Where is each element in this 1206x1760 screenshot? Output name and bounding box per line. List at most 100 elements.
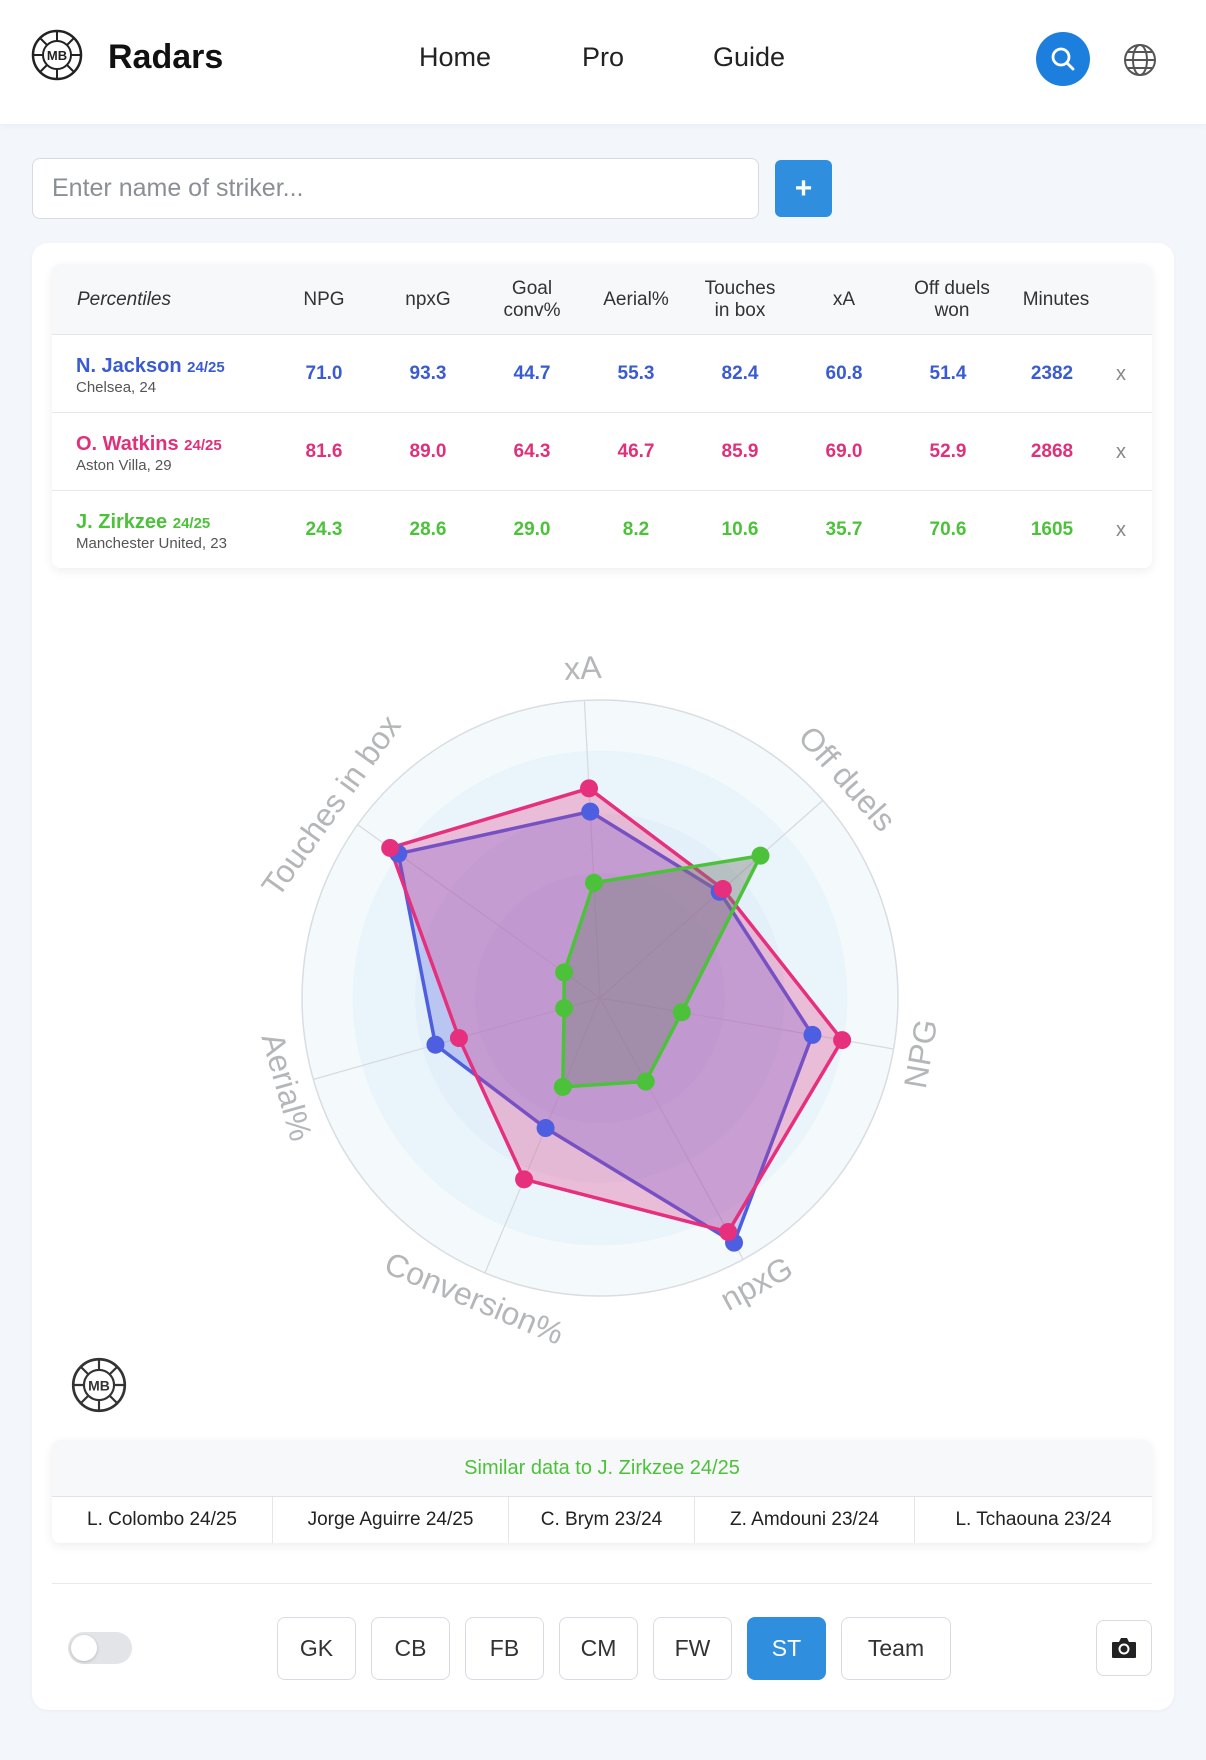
cell-xa: 69.0 bbox=[825, 441, 863, 462]
nav-home[interactable]: Home bbox=[419, 42, 492, 72]
radar-point bbox=[636, 1072, 655, 1091]
cell-touches: 10.6 bbox=[721, 519, 759, 540]
header-minutes: Minutes bbox=[1022, 288, 1090, 310]
striker-search-input[interactable] bbox=[32, 158, 759, 219]
radar-point bbox=[426, 1035, 445, 1054]
radar-point bbox=[515, 1170, 534, 1189]
cell-minutes: 2382 bbox=[1030, 363, 1074, 384]
position-cb-button[interactable]: CB bbox=[371, 1617, 450, 1680]
cell-goal-conv: 44.7 bbox=[513, 363, 551, 384]
radar-point bbox=[584, 873, 603, 892]
radar-point bbox=[555, 999, 574, 1018]
radar-point bbox=[803, 1025, 822, 1044]
nav-guide[interactable]: Guide bbox=[713, 42, 786, 72]
toggle-knob bbox=[71, 1635, 97, 1661]
radar-point bbox=[536, 1119, 555, 1138]
player-season: 24/25 bbox=[187, 359, 225, 376]
svg-text:MB: MB bbox=[47, 48, 67, 63]
top-bar: MB Radars Home Pro Guide bbox=[0, 0, 1206, 124]
cell-npxg: 89.0 bbox=[409, 441, 447, 462]
position-fw-button[interactable]: FW bbox=[653, 1617, 732, 1680]
table-row: O. Watkins 24/25 Aston Villa, 29 81.6 89… bbox=[52, 413, 1152, 491]
radar-series-area bbox=[388, 786, 844, 1234]
cell-off-duels: 52.9 bbox=[929, 441, 967, 462]
table-header: Percentiles NPG npxG Goal conv% Aerial% … bbox=[52, 264, 1152, 335]
similar-player-item[interactable]: Z. Amdouni 23/24 bbox=[695, 1497, 915, 1543]
similar-player-item[interactable]: Jorge Aguirre 24/25 bbox=[273, 1497, 509, 1543]
cell-xa: 35.7 bbox=[825, 519, 863, 540]
mb-logo-icon[interactable]: MB bbox=[30, 28, 84, 82]
table-row: N. Jackson 24/25 Chelsea, 24 71.0 93.3 4… bbox=[52, 335, 1152, 413]
player-name-text: N. Jackson bbox=[76, 355, 182, 377]
remove-player-button[interactable]: x bbox=[1116, 362, 1126, 385]
brand-title[interactable]: Radars bbox=[108, 38, 224, 76]
player-name[interactable]: O. Watkins 24/25 bbox=[76, 433, 222, 456]
search-icon bbox=[1051, 47, 1075, 71]
player-name[interactable]: J. Zirkzee 24/25 bbox=[76, 511, 210, 534]
header-percentiles: Percentiles bbox=[77, 288, 171, 310]
player-season: 24/25 bbox=[172, 515, 211, 532]
remove-player-button[interactable]: x bbox=[1116, 440, 1126, 463]
similar-player-item[interactable]: C. Brym 23/24 bbox=[509, 1497, 695, 1543]
position-cm-button[interactable]: CM bbox=[559, 1617, 638, 1680]
cell-goal-conv: 64.3 bbox=[513, 441, 551, 462]
remove-player-button[interactable]: x bbox=[1116, 518, 1126, 541]
cell-goal-conv: 29.0 bbox=[513, 519, 551, 540]
radar-spoke bbox=[599, 997, 744, 1260]
similar-player-item[interactable]: L. Colombo 24/25 bbox=[52, 1497, 273, 1543]
position-st-button[interactable]: ST bbox=[747, 1617, 826, 1680]
camera-icon bbox=[1112, 1638, 1136, 1658]
radar-axis-label: xA bbox=[563, 649, 603, 687]
cell-npg: 81.6 bbox=[305, 441, 343, 462]
radar-point bbox=[381, 838, 400, 857]
position-fb-button[interactable]: FB bbox=[465, 1617, 544, 1680]
mode-toggle[interactable] bbox=[68, 1632, 132, 1664]
cell-touches: 85.9 bbox=[721, 441, 759, 462]
radar-point bbox=[580, 779, 599, 798]
cell-aerial: 46.7 bbox=[617, 441, 655, 462]
radar-point bbox=[719, 1222, 738, 1241]
cell-npg: 24.3 bbox=[305, 519, 343, 540]
radar-spoke bbox=[583, 700, 601, 999]
position-team-button[interactable]: Team bbox=[841, 1617, 951, 1680]
header-touches-in-box: Touches in box bbox=[704, 277, 776, 321]
radar-point bbox=[449, 1029, 468, 1048]
nav-pro[interactable]: Pro bbox=[582, 42, 625, 72]
cell-touches: 82.4 bbox=[721, 363, 759, 384]
globe-icon[interactable] bbox=[1122, 42, 1158, 78]
player-club: Chelsea, 24 bbox=[76, 379, 157, 396]
radar-spoke bbox=[599, 799, 824, 999]
header-off-duels-won: Off duels won bbox=[914, 277, 990, 321]
table-row: J. Zirkzee 24/25 Manchester United, 23 2… bbox=[52, 491, 1152, 568]
cell-off-duels: 70.6 bbox=[929, 519, 967, 540]
header-aerial: Aerial% bbox=[603, 288, 669, 310]
player-season: 24/25 bbox=[184, 437, 222, 454]
header-xa: xA bbox=[832, 288, 856, 310]
percentiles-table: Percentiles NPG npxG Goal conv% Aerial% … bbox=[52, 264, 1152, 568]
radar-point bbox=[751, 846, 770, 865]
radar-point bbox=[833, 1031, 852, 1050]
player-club: Aston Villa, 29 bbox=[76, 457, 172, 474]
cell-npg: 71.0 bbox=[305, 363, 343, 384]
cell-minutes: 2868 bbox=[1030, 441, 1074, 462]
cell-npxg: 28.6 bbox=[409, 519, 447, 540]
player-name[interactable]: N. Jackson 24/25 bbox=[76, 355, 225, 378]
cell-off-duels: 51.4 bbox=[929, 363, 967, 384]
player-name-text: J. Zirkzee bbox=[76, 511, 168, 533]
similar-title: Similar data to J. Zirkzee 24/25 bbox=[52, 1440, 1152, 1497]
cell-xa: 60.8 bbox=[825, 363, 863, 384]
add-player-button[interactable]: + bbox=[775, 160, 832, 217]
radar-point bbox=[713, 880, 732, 899]
similar-players-panel: Similar data to J. Zirkzee 24/25 L. Colo… bbox=[52, 1440, 1152, 1543]
similar-player-item[interactable]: L. Tchaouna 23/24 bbox=[955, 1509, 1112, 1530]
cell-npxg: 93.3 bbox=[409, 363, 447, 384]
cell-minutes: 1605 bbox=[1030, 519, 1074, 540]
screenshot-button[interactable] bbox=[1096, 1620, 1152, 1676]
search-button[interactable] bbox=[1036, 32, 1090, 86]
radar-point bbox=[555, 963, 574, 982]
mb-watermark-icon: MB bbox=[71, 1357, 127, 1413]
radar-point bbox=[581, 802, 600, 821]
position-gk-button[interactable]: GK bbox=[277, 1617, 356, 1680]
svg-text:MB: MB bbox=[88, 1377, 110, 1393]
